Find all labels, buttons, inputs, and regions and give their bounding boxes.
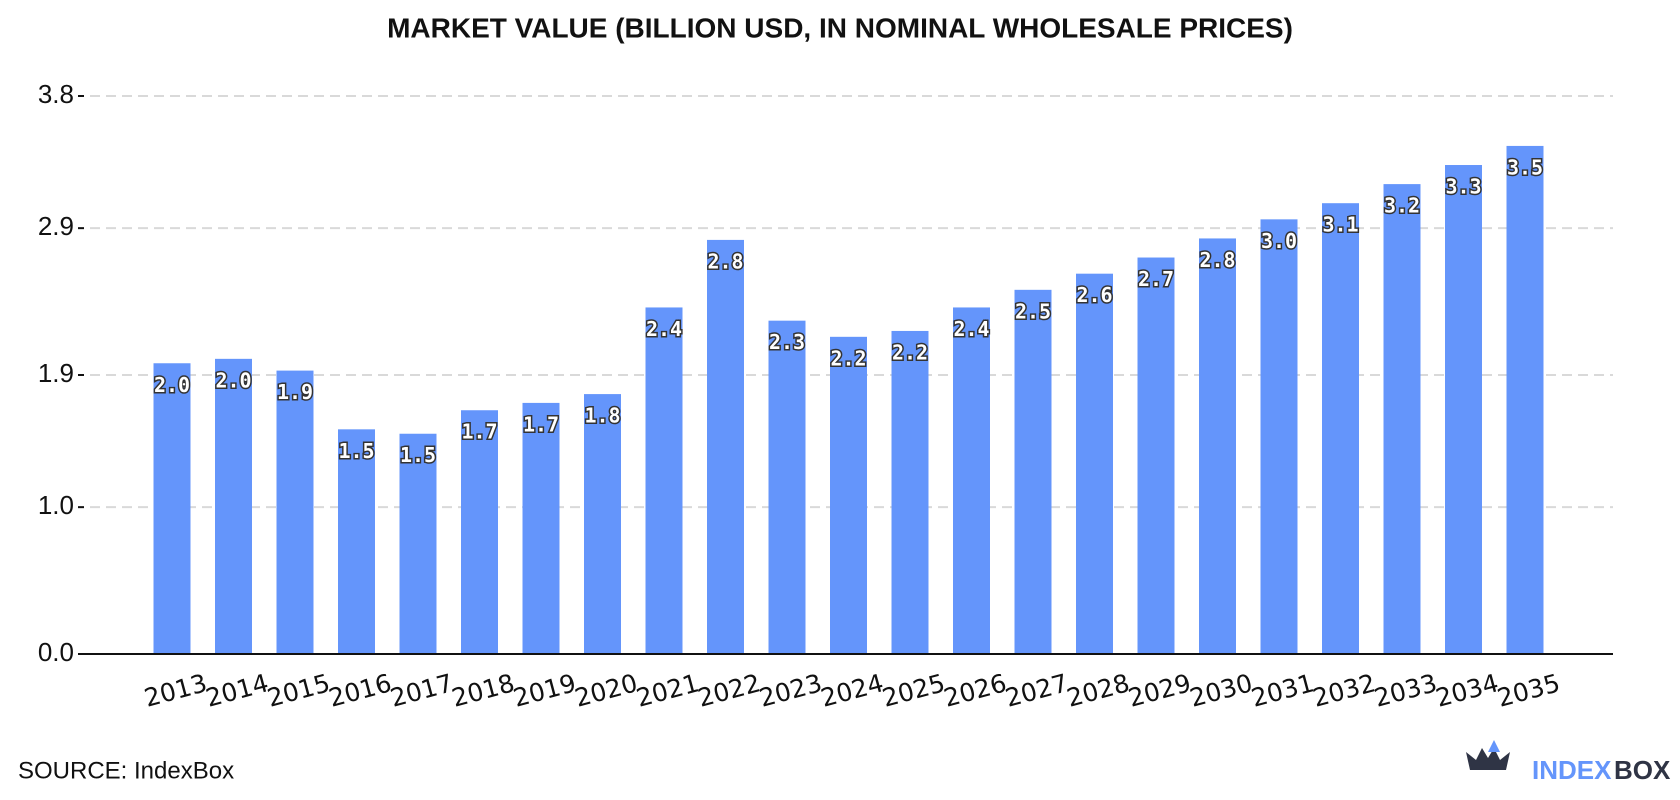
value-label: 1.5	[338, 439, 374, 463]
value-label: 2.4	[646, 317, 682, 341]
x-tick-label: 2032	[1310, 668, 1379, 712]
x-tick-label: 2033	[1371, 668, 1440, 712]
x-tick-label: 2024	[818, 668, 887, 712]
bar	[522, 402, 560, 654]
x-tick-label: 2027	[1002, 668, 1071, 712]
bar	[584, 394, 621, 654]
bar	[461, 410, 498, 654]
bar	[1014, 289, 1052, 654]
bar	[399, 433, 437, 654]
x-tick-label: 2035	[1494, 668, 1563, 712]
x-tick-label: 2031	[1248, 668, 1317, 712]
logo-text: BOX	[1614, 755, 1671, 785]
bar	[830, 336, 867, 654]
bar	[276, 370, 314, 654]
bar	[153, 363, 191, 654]
x-tick-label: 2017	[387, 668, 456, 712]
logo-icon-accent	[1488, 740, 1500, 752]
bar	[768, 320, 806, 654]
logo-icon	[1466, 748, 1510, 770]
bar	[891, 330, 929, 654]
bar	[1445, 165, 1482, 654]
x-tick-label: 2020	[572, 668, 641, 712]
value-label: 2.2	[892, 340, 928, 364]
bar	[645, 307, 683, 654]
value-label: 2.2	[830, 346, 866, 370]
value-label: 1.8	[584, 404, 620, 428]
bar	[1076, 273, 1113, 654]
y-tick-label: 0.0	[38, 637, 74, 667]
bar	[338, 429, 375, 654]
bar	[215, 358, 252, 654]
y-tick-label: 1.0	[38, 490, 74, 520]
value-label: 2.0	[154, 373, 190, 397]
x-tick-label: 2019	[510, 668, 579, 712]
value-label: 2.4	[953, 317, 989, 341]
x-tick-label: 2015	[264, 668, 333, 712]
value-label: 3.5	[1507, 155, 1543, 179]
value-label: 1.9	[277, 380, 313, 404]
x-tick-label: 2014	[203, 668, 272, 712]
value-label: 1.7	[461, 420, 497, 444]
bar	[953, 307, 990, 654]
x-tick-label: 2018	[449, 668, 518, 712]
bar	[1199, 238, 1236, 655]
x-tick-label: 2016	[326, 668, 395, 712]
x-tick-label: 2025	[879, 668, 948, 712]
value-label: 2.8	[1199, 248, 1235, 272]
value-label: 3.3	[1445, 175, 1481, 199]
x-tick-label: 2022	[695, 668, 764, 712]
x-tick-label: 2030	[1187, 668, 1256, 712]
x-tick-label: 2028	[1064, 668, 1133, 712]
y-tick-label: 2.9	[38, 211, 74, 241]
x-tick-label: 2023	[756, 668, 825, 712]
chart-title: MARKET VALUE (BILLION USD, IN NOMINAL WH…	[387, 12, 1293, 43]
logo-text: INDEX	[1532, 755, 1612, 785]
bar	[1260, 219, 1298, 655]
value-label: 2.6	[1076, 283, 1112, 307]
value-label: 2.0	[215, 368, 251, 392]
x-tick-label: 2026	[941, 668, 1010, 712]
value-label: 2.3	[769, 330, 805, 354]
bar	[1137, 257, 1175, 654]
value-label: 3.0	[1261, 229, 1297, 253]
bar	[1506, 145, 1544, 654]
bar	[1322, 203, 1359, 654]
x-tick-label: 2021	[633, 668, 702, 712]
logo: INDEX BOX	[1466, 740, 1671, 785]
x-tick-label: 2029	[1125, 668, 1194, 712]
value-label: 1.7	[523, 412, 559, 436]
value-label: 2.7	[1138, 267, 1174, 291]
y-tick-label: 1.9	[38, 358, 74, 388]
value-label: 3.1	[1322, 213, 1358, 237]
value-label: 1.5	[400, 443, 436, 467]
value-label: 2.8	[707, 249, 743, 273]
x-tick-label: 2034	[1433, 668, 1502, 712]
value-label: 3.2	[1384, 194, 1420, 218]
y-tick-label: 3.8	[38, 79, 74, 109]
bar	[707, 239, 744, 654]
source: SOURCE: IndexBox	[18, 757, 234, 784]
value-label: 2.5	[1015, 299, 1051, 323]
x-tick-label: 2013	[141, 668, 210, 712]
bar	[1383, 184, 1421, 654]
